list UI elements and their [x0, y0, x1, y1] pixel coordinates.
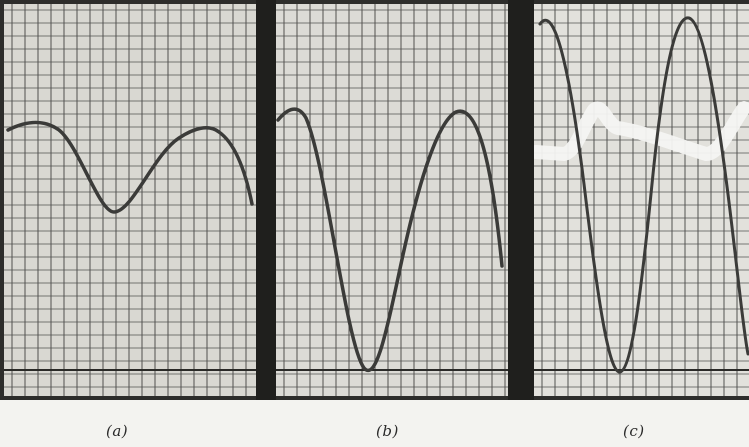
divider-bc [508, 0, 534, 400]
grid-lines-b [276, 4, 508, 396]
caption-c: (c) [623, 422, 645, 440]
waveform-trace-a [6, 120, 254, 214]
caption-row: (a) (b) (c) [0, 400, 749, 447]
oscillogram-a-svg [4, 4, 256, 396]
oscillogram-panel-a [4, 4, 256, 396]
oscillogram-c-svg [534, 4, 749, 396]
divider-ab [256, 0, 276, 400]
grid-paper-c [534, 4, 749, 396]
waveform-trace-b [276, 107, 504, 372]
caption-b: (b) [376, 422, 399, 440]
caption-a: (a) [106, 422, 129, 440]
grid-paper-b [276, 4, 508, 396]
oscillogram-b-svg [276, 4, 508, 396]
oscillogram-panel-b [276, 4, 508, 396]
bright-trace-c [534, 101, 749, 162]
grid-lines-c [534, 4, 749, 396]
oscillogram-panel-c [534, 4, 749, 396]
oscillogram-photo [0, 0, 749, 400]
waveform-trace-c [538, 16, 749, 374]
